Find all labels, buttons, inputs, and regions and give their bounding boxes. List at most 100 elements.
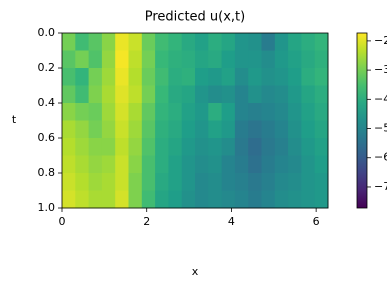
- heatmap-cell: [168, 103, 183, 121]
- heatmap-cell: [195, 50, 209, 69]
- heatmap-cell: [62, 50, 76, 69]
- heatmap-cell: [234, 33, 249, 51]
- heatmap-cell: [261, 138, 276, 156]
- heatmap-cell: [155, 155, 169, 174]
- heatmap-cell: [248, 85, 262, 104]
- heatmap-cell: [155, 103, 169, 121]
- colorbar-tick-label: −60: [374, 151, 387, 164]
- heatmap-cell: [141, 120, 156, 139]
- heatmap-cell: [115, 138, 129, 156]
- heatmap-cell: [181, 138, 196, 156]
- colorbar: [356, 32, 368, 209]
- heatmap-cell: [75, 155, 90, 174]
- heatmap-cell: [234, 85, 249, 104]
- heatmap-cell: [288, 120, 302, 139]
- heatmap-cell: [288, 103, 302, 121]
- heatmap-cell: [62, 173, 76, 191]
- heatmap-cell: [195, 68, 209, 86]
- heatmap-cell: [261, 173, 276, 191]
- heatmap-cell: [128, 173, 143, 191]
- heatmap-cell: [141, 103, 156, 121]
- heatmap-cell: [234, 120, 249, 139]
- heatmap-cell: [208, 103, 223, 121]
- heatmap-cell: [128, 85, 143, 104]
- heatmap-cell: [248, 33, 262, 51]
- heatmap-cell: [274, 68, 289, 86]
- heatmap-cell: [234, 50, 249, 69]
- heatmap-cell: [88, 68, 103, 86]
- heatmap-cell: [221, 190, 236, 209]
- heatmap-cell: [88, 33, 103, 51]
- heatmap-cell: [62, 190, 76, 209]
- heatmap-cell: [141, 50, 156, 69]
- heatmap-cell: [75, 103, 90, 121]
- heatmap-cell: [168, 50, 183, 69]
- heatmap-cell: [115, 155, 129, 174]
- heatmap-cell: [155, 85, 169, 104]
- x-tick-label: 2: [143, 215, 150, 228]
- heatmap-cell: [101, 68, 116, 86]
- heatmap-cell: [195, 190, 209, 209]
- heatmap-cell: [208, 85, 223, 104]
- heatmap-cell: [101, 120, 116, 139]
- heatmap-cell: [314, 120, 329, 139]
- heatmap-cell: [234, 155, 249, 174]
- heatmap-cell: [168, 85, 183, 104]
- heatmap-cell: [101, 190, 116, 209]
- heatmap-cell: [195, 155, 209, 174]
- heatmap-cell: [301, 103, 316, 121]
- heatmap-cell: [221, 33, 236, 51]
- heatmap-cell: [168, 173, 183, 191]
- heatmap-cell: [128, 138, 143, 156]
- heatmap-cell: [181, 155, 196, 174]
- heatmap-cell: [234, 103, 249, 121]
- heatmap-cell: [128, 155, 143, 174]
- heatmap-cell: [234, 68, 249, 86]
- heatmap-cell: [301, 190, 316, 209]
- heatmap-cell: [168, 68, 183, 86]
- heatmap-cell: [62, 103, 76, 121]
- heatmap-cell: [62, 68, 76, 86]
- heatmap-cell: [314, 85, 329, 104]
- heatmap-cell: [301, 33, 316, 51]
- heatmap-cell: [248, 190, 262, 209]
- heatmap-cell: [301, 138, 316, 156]
- heatmap-cell: [301, 68, 316, 86]
- heatmap-cell: [88, 120, 103, 139]
- heatmap-cell: [128, 33, 143, 51]
- heatmap-cell: [248, 68, 262, 86]
- heatmap-cell: [155, 68, 169, 86]
- heatmap-cell: [261, 190, 276, 209]
- heatmap-cell: [195, 120, 209, 139]
- heatmap-cell: [115, 190, 129, 209]
- heatmap-cell: [141, 85, 156, 104]
- heatmap-cell: [141, 68, 156, 86]
- heatmap-cell: [101, 33, 116, 51]
- heatmap-cell: [261, 68, 276, 86]
- heatmap-cell: [75, 85, 90, 104]
- heatmap-cell: [195, 85, 209, 104]
- heatmap-cell: [288, 68, 302, 86]
- heatmap-cell: [155, 173, 169, 191]
- heatmap-cell: [195, 103, 209, 121]
- heatmap-cell: [314, 50, 329, 69]
- heatmap-cell: [301, 155, 316, 174]
- heatmap-cell: [208, 50, 223, 69]
- heatmap-cell: [234, 173, 249, 191]
- heatmap-cell: [288, 173, 302, 191]
- y-tick-label: 0.6: [38, 131, 56, 144]
- heatmap-cell: [62, 138, 76, 156]
- heatmap-cell: [101, 50, 116, 69]
- heatmap-cell: [274, 50, 289, 69]
- heatmap-cell: [168, 190, 183, 209]
- heatmap-cell: [314, 190, 329, 209]
- heatmap-cell: [155, 120, 169, 139]
- heatmap-cell: [208, 155, 223, 174]
- colorbar-tick-label: −70: [374, 180, 387, 193]
- y-tick-label: 0.0: [38, 26, 56, 39]
- y-axis-label: t: [12, 113, 17, 126]
- heatmap-cell: [221, 68, 236, 86]
- heatmap-cell: [221, 85, 236, 104]
- heatmap-cell: [88, 50, 103, 69]
- heatmap-cell: [261, 50, 276, 69]
